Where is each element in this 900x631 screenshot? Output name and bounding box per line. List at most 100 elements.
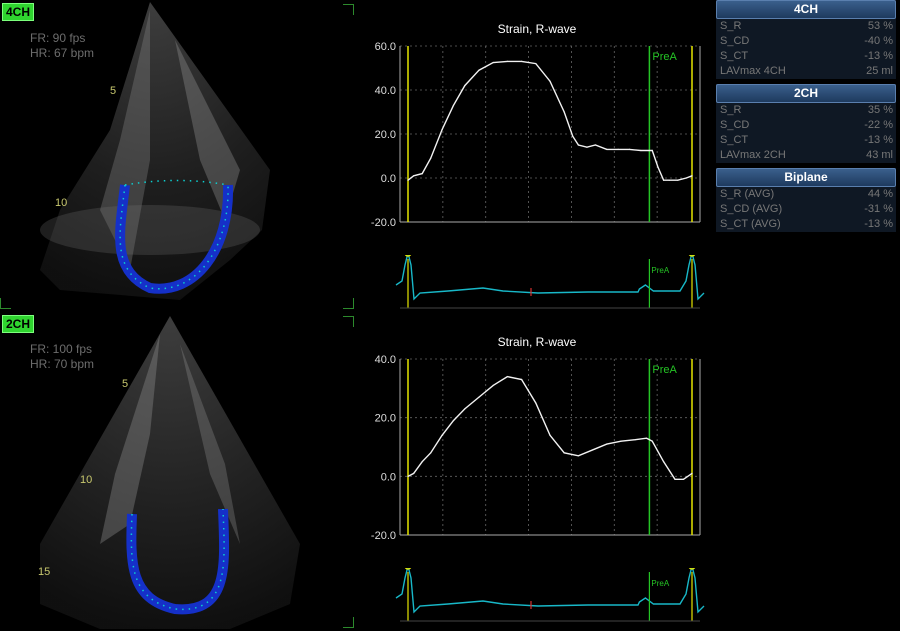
frame-rate: FR: 100 fps — [30, 342, 93, 356]
frame-corner — [0, 298, 11, 309]
data-point — [464, 85, 466, 87]
prea-marker-label: PreA — [652, 364, 677, 376]
section-header-biplane[interactable]: Biplane — [716, 168, 896, 187]
data-point — [691, 472, 693, 474]
data-point — [421, 173, 423, 175]
view-tag-4ch: 4CH — [2, 3, 35, 21]
data-point — [563, 111, 565, 113]
data-point — [577, 144, 579, 146]
data-point — [430, 157, 432, 159]
data-point — [492, 61, 494, 64]
y-tick-label: 20.0 — [375, 413, 396, 425]
data-point — [606, 148, 608, 150]
ultrasound-image — [40, 2, 270, 300]
data-point — [606, 443, 608, 445]
section-header-2ch[interactable]: 2CH — [716, 84, 896, 103]
result-row: S_CT (AVG) -13 % — [720, 218, 893, 230]
data-point — [577, 455, 579, 457]
result-row: S_R 35 % — [720, 104, 893, 116]
data-point — [535, 402, 537, 404]
result-row: LAVmax 4CH 25 ml — [720, 65, 893, 77]
depth-marker-10: 10 — [80, 474, 93, 486]
results-panel: 4CH S_R 53 % S_CD -40 % S_CT -13 % LAVmax 4… — [716, 0, 896, 232]
prea-marker-label: PreA — [652, 51, 677, 63]
data-point — [506, 60, 508, 62]
heart-rate: HR: 67 bpm — [30, 46, 95, 60]
data-point — [506, 376, 508, 378]
data-point — [452, 104, 455, 106]
strain-chart-2ch[interactable]: 40.0 20.0 0.0 -20.0 PreA — [355, 349, 710, 545]
section-header-4ch[interactable]: 4CH — [716, 0, 896, 19]
data-point — [663, 461, 665, 463]
frame-rate: FR: 90 fps — [30, 31, 86, 45]
data-point — [492, 384, 494, 386]
frame-corner — [343, 316, 354, 327]
data-point — [682, 478, 685, 480]
result-row: S_R 53 % — [720, 20, 893, 32]
depth-marker-5: 5 — [122, 378, 129, 390]
result-row: LAVmax 2CH 43 ml — [720, 149, 893, 161]
data-point — [620, 440, 622, 442]
heart-rate: HR: 70 bpm — [30, 357, 95, 371]
y-tick-label: 0.0 — [381, 173, 396, 185]
frame-corner — [343, 4, 354, 15]
data-point — [617, 148, 619, 150]
data-point — [521, 378, 523, 381]
result-row: S_CT -13 % — [720, 134, 893, 146]
ultrasound-view-4ch[interactable]: 4CH FR: 90 fps HR: 67 bpm 5 10 — [0, 0, 355, 312]
data-point — [421, 461, 423, 463]
r-peak-icon[interactable] — [404, 255, 412, 257]
frame-corner — [343, 298, 354, 309]
y-tick-label: 40.0 — [375, 354, 396, 366]
data-point — [521, 60, 523, 62]
data-point — [628, 148, 631, 150]
ecg-waveform — [395, 255, 705, 301]
data-point — [407, 475, 409, 477]
ecg-prea-label: PreA — [651, 266, 669, 275]
result-row: S_R (AVG) 44 % — [720, 188, 893, 200]
y-tick-label: -20.0 — [371, 217, 396, 229]
chart-title: Strain, R-wave — [497, 335, 577, 349]
result-row: S_CD (AVG) -31 % — [720, 203, 893, 215]
ecg-trace-2ch[interactable]: PreA — [355, 568, 710, 623]
data-point — [478, 396, 480, 398]
result-row: S_CD -22 % — [720, 119, 893, 131]
r-peak-icon[interactable] — [688, 568, 696, 570]
data-point — [452, 420, 455, 422]
data-point — [663, 179, 665, 181]
y-tick-label: 0.0 — [381, 471, 396, 483]
data-point — [430, 452, 432, 454]
r-peak-icon[interactable] — [404, 568, 412, 570]
data-point — [563, 452, 565, 454]
data-point — [634, 439, 636, 441]
ultrasound-image — [40, 316, 300, 629]
chart-title: Strain, R-wave — [497, 22, 577, 36]
frame-info: FR: 90 fps HR: 67 bpm — [30, 31, 94, 61]
y-tick-label: 20.0 — [375, 129, 396, 141]
data-point — [657, 166, 659, 168]
result-row: S_CT -13 % — [720, 50, 893, 62]
data-point — [594, 144, 597, 146]
data-point — [640, 149, 642, 152]
data-point — [668, 179, 670, 181]
data-point — [478, 69, 480, 71]
result-row: S_CD -40 % — [720, 35, 893, 47]
r-peak-icon[interactable] — [688, 255, 696, 257]
data-point — [691, 175, 693, 177]
ecg-prea-label: PreA — [651, 579, 669, 588]
ecg-trace-4ch[interactable]: PreA — [355, 255, 710, 310]
depth-marker-5: 5 — [110, 85, 117, 97]
strain-chart-4ch[interactable]: 60.0 40.0 20.0 0.0 -20.0 PreA — [355, 36, 710, 232]
data-point — [413, 472, 415, 474]
data-point — [535, 63, 537, 65]
view-tag-2ch: 2CH — [2, 315, 35, 333]
depth-marker-15: 15 — [38, 566, 51, 578]
data-point — [549, 434, 551, 436]
data-point — [592, 449, 594, 451]
ultrasound-view-2ch[interactable]: 2CH FR: 100 fps HR: 70 bpm 5 10 15 — [0, 314, 355, 631]
ecg-waveform — [395, 568, 705, 614]
data-point — [441, 129, 443, 131]
y-tick-label: -20.0 — [371, 530, 396, 542]
data-point — [464, 408, 466, 410]
data-point — [645, 437, 648, 439]
